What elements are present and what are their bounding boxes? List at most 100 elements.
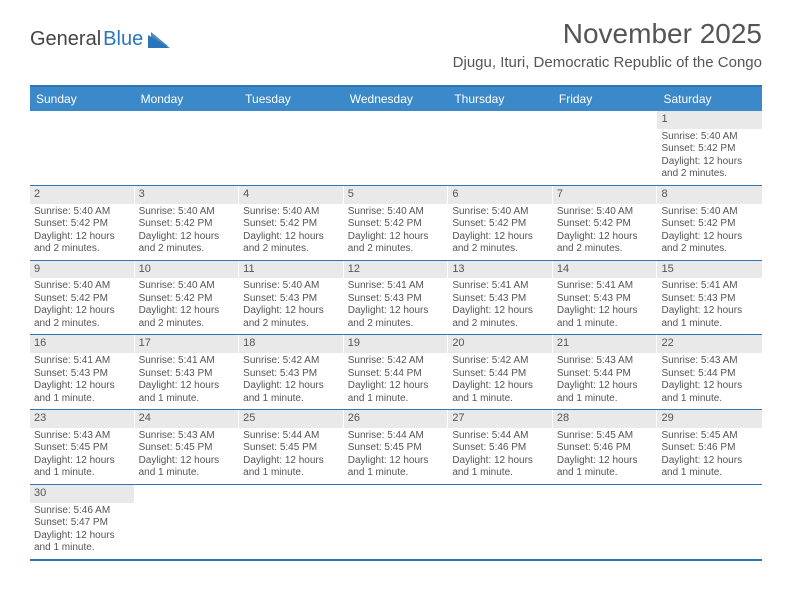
daylight-text: Daylight: 12 hours and 1 minute.	[34, 455, 131, 480]
sunset-text: Sunset: 5:45 PM	[139, 442, 236, 455]
sunset-text: Sunset: 5:45 PM	[243, 442, 340, 455]
day-number: 25	[239, 410, 344, 428]
day-cell: 21Sunrise: 5:43 AMSunset: 5:44 PMDayligh…	[553, 335, 658, 409]
day-body: Sunrise: 5:45 AMSunset: 5:46 PMDaylight:…	[553, 428, 658, 484]
day-cell: 30Sunrise: 5:46 AMSunset: 5:47 PMDayligh…	[30, 485, 135, 559]
header: General Blue November 2025 Djugu, Ituri,…	[0, 0, 792, 77]
week-row: 23Sunrise: 5:43 AMSunset: 5:45 PMDayligh…	[30, 410, 762, 485]
day-cell-empty	[135, 111, 240, 185]
sunset-text: Sunset: 5:44 PM	[348, 368, 445, 381]
daylight-text: Daylight: 12 hours and 2 minutes.	[348, 305, 445, 330]
daylight-text: Daylight: 12 hours and 1 minute.	[348, 380, 445, 405]
sunset-text: Sunset: 5:43 PM	[34, 368, 131, 381]
weeks: 1Sunrise: 5:40 AMSunset: 5:42 PMDaylight…	[30, 111, 762, 561]
day-number: 4	[239, 186, 344, 204]
day-cell: 7Sunrise: 5:40 AMSunset: 5:42 PMDaylight…	[553, 186, 658, 260]
day-body: Sunrise: 5:40 AMSunset: 5:42 PMDaylight:…	[657, 204, 762, 260]
day-cell: 12Sunrise: 5:41 AMSunset: 5:43 PMDayligh…	[344, 261, 449, 335]
day-number: 26	[344, 410, 449, 428]
day-body: Sunrise: 5:45 AMSunset: 5:46 PMDaylight:…	[657, 428, 762, 484]
day-body: Sunrise: 5:44 AMSunset: 5:46 PMDaylight:…	[448, 428, 553, 484]
day-number: 23	[30, 410, 135, 428]
daylight-text: Daylight: 12 hours and 1 minute.	[34, 530, 131, 555]
day-cell: 2Sunrise: 5:40 AMSunset: 5:42 PMDaylight…	[30, 186, 135, 260]
daylight-text: Daylight: 12 hours and 2 minutes.	[34, 305, 131, 330]
sunrise-text: Sunrise: 5:41 AM	[348, 280, 445, 293]
day-cell: 11Sunrise: 5:40 AMSunset: 5:43 PMDayligh…	[239, 261, 344, 335]
sunrise-text: Sunrise: 5:41 AM	[34, 355, 131, 368]
sunrise-text: Sunrise: 5:40 AM	[348, 206, 445, 219]
day-cell: 5Sunrise: 5:40 AMSunset: 5:42 PMDaylight…	[344, 186, 449, 260]
day-cell-empty	[30, 111, 135, 185]
day-number: 10	[135, 261, 240, 279]
day-cell: 9Sunrise: 5:40 AMSunset: 5:42 PMDaylight…	[30, 261, 135, 335]
day-body: Sunrise: 5:41 AMSunset: 5:43 PMDaylight:…	[135, 353, 240, 409]
sunset-text: Sunset: 5:43 PM	[243, 293, 340, 306]
day-cell-empty	[448, 111, 553, 185]
weekday-row: SundayMondayTuesdayWednesdayThursdayFrid…	[30, 87, 762, 111]
sunset-text: Sunset: 5:43 PM	[661, 293, 758, 306]
daylight-text: Daylight: 12 hours and 1 minute.	[557, 380, 654, 405]
sunrise-text: Sunrise: 5:43 AM	[34, 430, 131, 443]
day-number: 6	[448, 186, 553, 204]
week-row: 9Sunrise: 5:40 AMSunset: 5:42 PMDaylight…	[30, 261, 762, 336]
day-number: 15	[657, 261, 762, 279]
day-number: 11	[239, 261, 344, 279]
logo-text-blue: Blue	[103, 28, 143, 51]
daylight-text: Daylight: 12 hours and 1 minute.	[348, 455, 445, 480]
weekday-header: Saturday	[657, 87, 762, 111]
sunrise-text: Sunrise: 5:43 AM	[661, 355, 758, 368]
sunrise-text: Sunrise: 5:40 AM	[661, 206, 758, 219]
month-title: November 2025	[453, 18, 762, 50]
daylight-text: Daylight: 12 hours and 1 minute.	[452, 380, 549, 405]
day-number: 28	[553, 410, 658, 428]
day-cell-empty	[657, 485, 762, 559]
day-body: Sunrise: 5:40 AMSunset: 5:42 PMDaylight:…	[135, 204, 240, 260]
sunrise-text: Sunrise: 5:42 AM	[452, 355, 549, 368]
sunset-text: Sunset: 5:42 PM	[34, 293, 131, 306]
week-row: 16Sunrise: 5:41 AMSunset: 5:43 PMDayligh…	[30, 335, 762, 410]
title-block: November 2025 Djugu, Ituri, Democratic R…	[453, 18, 762, 71]
sunset-text: Sunset: 5:42 PM	[452, 218, 549, 231]
sunrise-text: Sunrise: 5:41 AM	[452, 280, 549, 293]
daylight-text: Daylight: 12 hours and 2 minutes.	[452, 231, 549, 256]
logo-text-general: General	[30, 28, 101, 51]
location: Djugu, Ituri, Democratic Republic of the…	[453, 54, 762, 71]
daylight-text: Daylight: 12 hours and 2 minutes.	[243, 231, 340, 256]
day-body: Sunrise: 5:46 AMSunset: 5:47 PMDaylight:…	[30, 503, 135, 559]
daylight-text: Daylight: 12 hours and 1 minute.	[661, 305, 758, 330]
sunset-text: Sunset: 5:43 PM	[348, 293, 445, 306]
sunset-text: Sunset: 5:42 PM	[557, 218, 654, 231]
daylight-text: Daylight: 12 hours and 1 minute.	[243, 380, 340, 405]
day-number: 9	[30, 261, 135, 279]
sunrise-text: Sunrise: 5:40 AM	[139, 280, 236, 293]
day-body: Sunrise: 5:40 AMSunset: 5:42 PMDaylight:…	[657, 129, 762, 185]
sunset-text: Sunset: 5:46 PM	[557, 442, 654, 455]
sunset-text: Sunset: 5:44 PM	[661, 368, 758, 381]
day-number: 22	[657, 335, 762, 353]
logo: General Blue	[30, 18, 170, 51]
daylight-text: Daylight: 12 hours and 1 minute.	[661, 455, 758, 480]
day-cell: 4Sunrise: 5:40 AMSunset: 5:42 PMDaylight…	[239, 186, 344, 260]
day-number: 5	[344, 186, 449, 204]
sunrise-text: Sunrise: 5:43 AM	[139, 430, 236, 443]
sunrise-text: Sunrise: 5:40 AM	[139, 206, 236, 219]
day-body: Sunrise: 5:42 AMSunset: 5:44 PMDaylight:…	[344, 353, 449, 409]
sunrise-text: Sunrise: 5:42 AM	[243, 355, 340, 368]
sunrise-text: Sunrise: 5:43 AM	[557, 355, 654, 368]
sunrise-text: Sunrise: 5:45 AM	[557, 430, 654, 443]
day-body: Sunrise: 5:40 AMSunset: 5:42 PMDaylight:…	[30, 278, 135, 334]
day-body: Sunrise: 5:40 AMSunset: 5:42 PMDaylight:…	[553, 204, 658, 260]
sunset-text: Sunset: 5:42 PM	[661, 143, 758, 156]
day-number: 18	[239, 335, 344, 353]
daylight-text: Daylight: 12 hours and 1 minute.	[557, 305, 654, 330]
day-cell: 3Sunrise: 5:40 AMSunset: 5:42 PMDaylight…	[135, 186, 240, 260]
day-number: 7	[553, 186, 658, 204]
day-cell: 23Sunrise: 5:43 AMSunset: 5:45 PMDayligh…	[30, 410, 135, 484]
day-number: 29	[657, 410, 762, 428]
day-cell: 19Sunrise: 5:42 AMSunset: 5:44 PMDayligh…	[344, 335, 449, 409]
day-number: 21	[553, 335, 658, 353]
day-cell: 13Sunrise: 5:41 AMSunset: 5:43 PMDayligh…	[448, 261, 553, 335]
day-cell-empty	[239, 111, 344, 185]
sunset-text: Sunset: 5:42 PM	[139, 218, 236, 231]
